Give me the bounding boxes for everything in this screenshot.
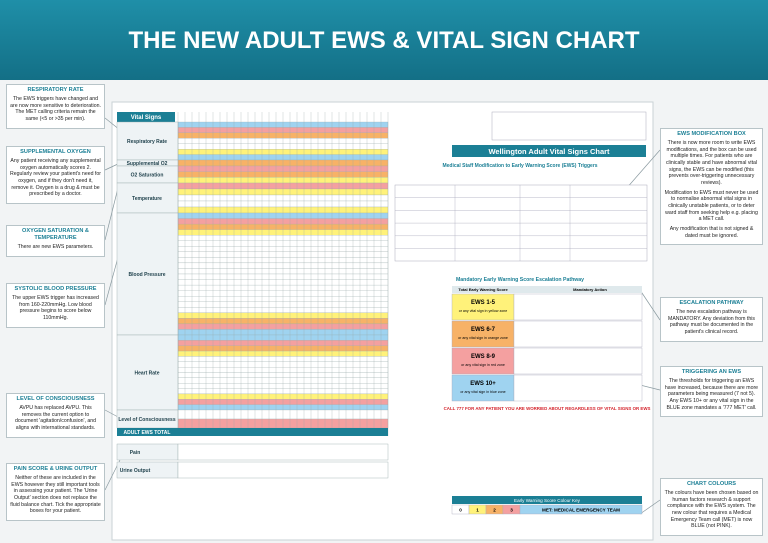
page-title: THE NEW ADULT EWS & VITAL SIGN CHART <box>128 27 639 54</box>
callout: OXYGEN SATURATION & TEMPERATURE There are… <box>6 225 105 257</box>
key-label: 0 <box>459 508 462 513</box>
ews-desc: or any vital sign in orange zone <box>458 336 508 340</box>
ews-level-cell <box>451 293 515 321</box>
row-label: Level of Consciousness <box>118 417 175 423</box>
vital-grid: Vital Signs Respiratory Rate Supplemental … <box>116 112 389 479</box>
form-title: Wellington Adult Vital Signs Chart <box>488 147 610 156</box>
callout-text: Any modification that is not signed & da… <box>669 226 754 239</box>
row-label-cell <box>116 212 179 336</box>
callout-title: LEVEL OF CONSCIOUSNESS <box>16 396 95 402</box>
callout: EWS MODIFICATION BOX There is now more ro… <box>660 128 763 246</box>
key-cell <box>519 504 643 515</box>
banner <box>0 0 768 80</box>
ews-level-cell <box>451 374 515 402</box>
callout-text: Any patient receiving any supplemental o… <box>10 158 101 198</box>
row-label-cell <box>116 121 179 161</box>
row-label-cell <box>116 182 179 214</box>
row-label: Temperature <box>132 196 162 202</box>
section-heading: Medical Staff Modification to Early Warn… <box>442 163 597 169</box>
row-label: Respiratory Rate <box>127 139 167 145</box>
callout-title: OXYGEN SATURATION & TEMPERATURE <box>22 228 89 242</box>
extra-label: Pain <box>130 450 141 456</box>
callout-title: PAIN SCORE & URINE OUTPUT <box>13 466 98 472</box>
grid-title: Vital Signs <box>131 115 162 121</box>
ews-desc: or any vital sign in blue zone <box>460 390 505 394</box>
form: Wellington Adult Vital Signs Chart Medica… <box>394 111 651 515</box>
form-title-bar <box>452 145 646 157</box>
extra-row <box>177 443 389 461</box>
callout-text: The EWS triggers have changed and are no… <box>10 96 101 123</box>
header-cell <box>117 112 175 122</box>
total-label: ADULT EWS TOTAL <box>124 430 171 436</box>
column-header: Total Early Warning Score <box>458 287 508 292</box>
ews-level: EWS 6-7 <box>471 327 496 333</box>
row-label: Heart Rate <box>134 371 159 377</box>
callout: CHART COLOURS The colours have been chose… <box>660 478 763 537</box>
extra-label-cell <box>116 443 179 461</box>
patient-box <box>491 111 647 141</box>
ews-level: EWS 8-9 <box>471 354 496 360</box>
call-777: CALL 777 FOR ANY PATIENT YOU ARE WORRIED… <box>444 406 651 411</box>
callout-text: There are new EWS parameters. <box>17 244 94 251</box>
ews-desc: or any vital sign in yellow zone <box>459 309 508 313</box>
callout: RESPIRATORY RATE The EWS triggers have ch… <box>6 84 105 129</box>
row-label-cell <box>116 334 179 411</box>
column-header: Mandatory Action <box>573 287 607 292</box>
callout-text: Modification to EWS must never be used t… <box>664 189 759 223</box>
callout: LEVEL OF CONSCIOUSNESS AVPU has replaced … <box>6 393 105 438</box>
callout-title: SYSTOLIC BLOOD PRESSURE <box>14 286 97 292</box>
total-row <box>117 428 388 436</box>
key-label: 3 <box>510 508 513 513</box>
callout: SUPPLEMENTAL OXYGEN Any patient receiving… <box>6 146 105 205</box>
action-cell <box>513 320 643 348</box>
row-label: Supplemental O2 <box>127 161 168 167</box>
ews-level-cell <box>451 320 515 348</box>
ews-desc: or any vital sign in red zone <box>461 363 505 367</box>
callout-title: RESPIRATORY RATE <box>27 87 84 93</box>
ews-level: EWS 10+ <box>470 381 496 387</box>
callout-title: TRIGGERING AN EWS <box>681 369 742 375</box>
action-cell <box>513 374 643 402</box>
callout: TRIGGERING AN EWS The thresholds for trig… <box>660 366 763 418</box>
callout-title: CHART COLOURS <box>686 481 737 487</box>
key-heading-bar <box>452 496 642 504</box>
callout-text: The thresholds for triggering an EWS hav… <box>664 378 759 411</box>
callout-title: EWS MODIFICATION BOX <box>677 131 746 137</box>
action-cell <box>513 293 643 321</box>
callout-text: The colours have been chosen based on hu… <box>664 490 759 530</box>
key-heading: Early Warning Score Colour Key <box>514 498 581 503</box>
ews-level: EWS 1-5 <box>471 300 496 306</box>
callout: ESCALATION PATHWAY The new escalation pat… <box>660 297 763 342</box>
key-label: MET: MEDICAL EMERGENCY TEAM <box>542 508 620 513</box>
ews-level-cell <box>451 347 515 375</box>
section-heading: Mandatory Early Warning Score Escalation… <box>456 277 584 283</box>
callout-text: Neither of these are included in the EWS… <box>10 475 101 515</box>
row-label: O2 Saturation <box>131 173 164 179</box>
action-cell <box>513 347 643 375</box>
key-label: 1 <box>476 508 479 513</box>
callout: PAIN SCORE & URINE OUTPUT Neither of thes… <box>6 463 105 522</box>
callout-text: AVPU has replaced AVPU. This removes the… <box>14 405 96 432</box>
col-head <box>452 286 642 293</box>
callout-text: There is now more room to write EWS modi… <box>665 140 758 187</box>
callout-text: The new escalation pathway is MANDATORY.… <box>668 309 755 336</box>
extra-row <box>177 461 389 479</box>
extra-label: Urine Output <box>120 468 151 474</box>
key-label: 2 <box>493 508 496 513</box>
callout-title: SUPPLEMENTAL OXYGEN <box>20 149 91 155</box>
callout-text: The upper EWS trigger has increased from… <box>12 295 99 322</box>
row-label: Blood Pressure <box>129 272 166 278</box>
callout-title: ESCALATION PATHWAY <box>679 300 744 306</box>
callout: SYSTOLIC BLOOD PRESSURE The upper EWS tri… <box>6 283 105 328</box>
